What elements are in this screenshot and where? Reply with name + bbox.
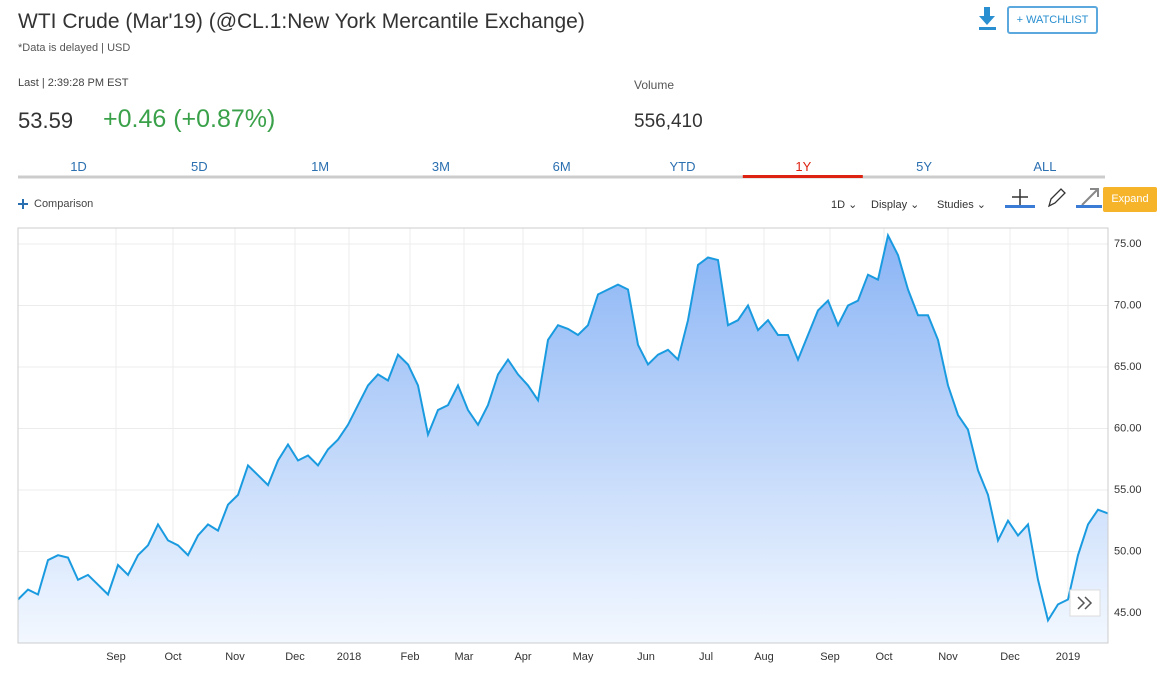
x-tick-label: Nov — [225, 651, 245, 663]
comparison-button[interactable]: Comparison — [34, 198, 94, 210]
tab[interactable]: 5Y — [916, 159, 933, 174]
watchlist-button[interactable]: + WATCHLIST — [1007, 6, 1098, 34]
comparison-plus[interactable] — [18, 199, 28, 209]
crosshair-underline — [1005, 205, 1035, 208]
x-tick-label: Jun — [637, 651, 655, 663]
tab[interactable]: 1Y — [795, 159, 812, 174]
expand-button[interactable]: Expand — [1103, 187, 1157, 212]
line — [17, 232, 1109, 623]
x-tick-label: Feb — [401, 651, 420, 663]
x-tick-label: Oct — [164, 651, 181, 663]
tab[interactable]: 6M — [552, 159, 571, 174]
scroll-button[interactable] — [1069, 589, 1101, 617]
tab[interactable]: 3M — [431, 159, 450, 174]
plot-frame — [17, 227, 1109, 644]
tab[interactable]: 5D — [190, 159, 208, 174]
x-tick-label: Apr — [514, 651, 531, 663]
studies-label: Studies — [937, 199, 974, 211]
tab[interactable]: YTD — [669, 159, 696, 174]
x-tick-label: Aug — [754, 651, 774, 663]
x-tick-label: Sep — [106, 651, 126, 663]
x-tick-label: Nov — [938, 651, 958, 663]
crosshair-icon[interactable] — [1012, 189, 1028, 205]
subtitle: *Data is delayed | USD — [18, 42, 131, 54]
expand-icon[interactable] — [1081, 188, 1099, 206]
tab[interactable]: ALL — [1033, 159, 1057, 174]
y-tick-label: 60.00 — [1114, 422, 1142, 434]
change: +0.46 (+0.87%) — [103, 105, 276, 133]
area — [18, 235, 1108, 643]
x-tick-label: May — [573, 651, 594, 663]
x-tick-label: Jul — [699, 651, 713, 663]
display-label: Display — [871, 199, 908, 211]
download-icon[interactable] — [979, 7, 996, 30]
active-tab-underline — [742, 175, 863, 178]
y-tick-label: 65.00 — [1114, 361, 1142, 373]
x-tick-label: Dec — [1000, 651, 1020, 663]
x-tick-label: 2019 — [1056, 651, 1080, 663]
x-tick-label: Mar — [455, 651, 474, 663]
y-tick-label: 50.00 — [1114, 545, 1142, 557]
x-tick-label: 2018 — [337, 651, 361, 663]
interval-menu[interactable]: 1D ⌄ — [831, 199, 858, 211]
tab[interactable]: 1M — [311, 159, 330, 174]
draw-icon[interactable] — [1047, 188, 1066, 208]
volume: 556,410 — [634, 111, 703, 132]
display-menu[interactable]: Display ⌄ — [871, 199, 920, 211]
price: 53.59 — [18, 108, 74, 133]
y-tick-label: 75.00 — [1114, 238, 1142, 250]
studies-menu[interactable]: Studies ⌄ — [937, 199, 986, 211]
x-tick-label: Dec — [285, 651, 305, 663]
y-tick-label: 45.00 — [1114, 607, 1142, 619]
expand-underline — [1076, 205, 1102, 208]
interval-label: 1D — [831, 199, 846, 211]
y-tick-label: 55.00 — [1114, 484, 1142, 496]
volume-label: Volume — [634, 78, 675, 92]
x-tick-label: Sep — [820, 651, 840, 663]
y-tick-label: 70.00 — [1114, 299, 1142, 311]
x-tick-label: Oct — [875, 651, 892, 663]
last-label: Last | 2:39:28 PM EST — [18, 77, 129, 89]
tab[interactable]: 1D — [70, 159, 87, 174]
title: WTI Crude (Mar'19) (@CL.1:New York Merca… — [18, 10, 585, 33]
